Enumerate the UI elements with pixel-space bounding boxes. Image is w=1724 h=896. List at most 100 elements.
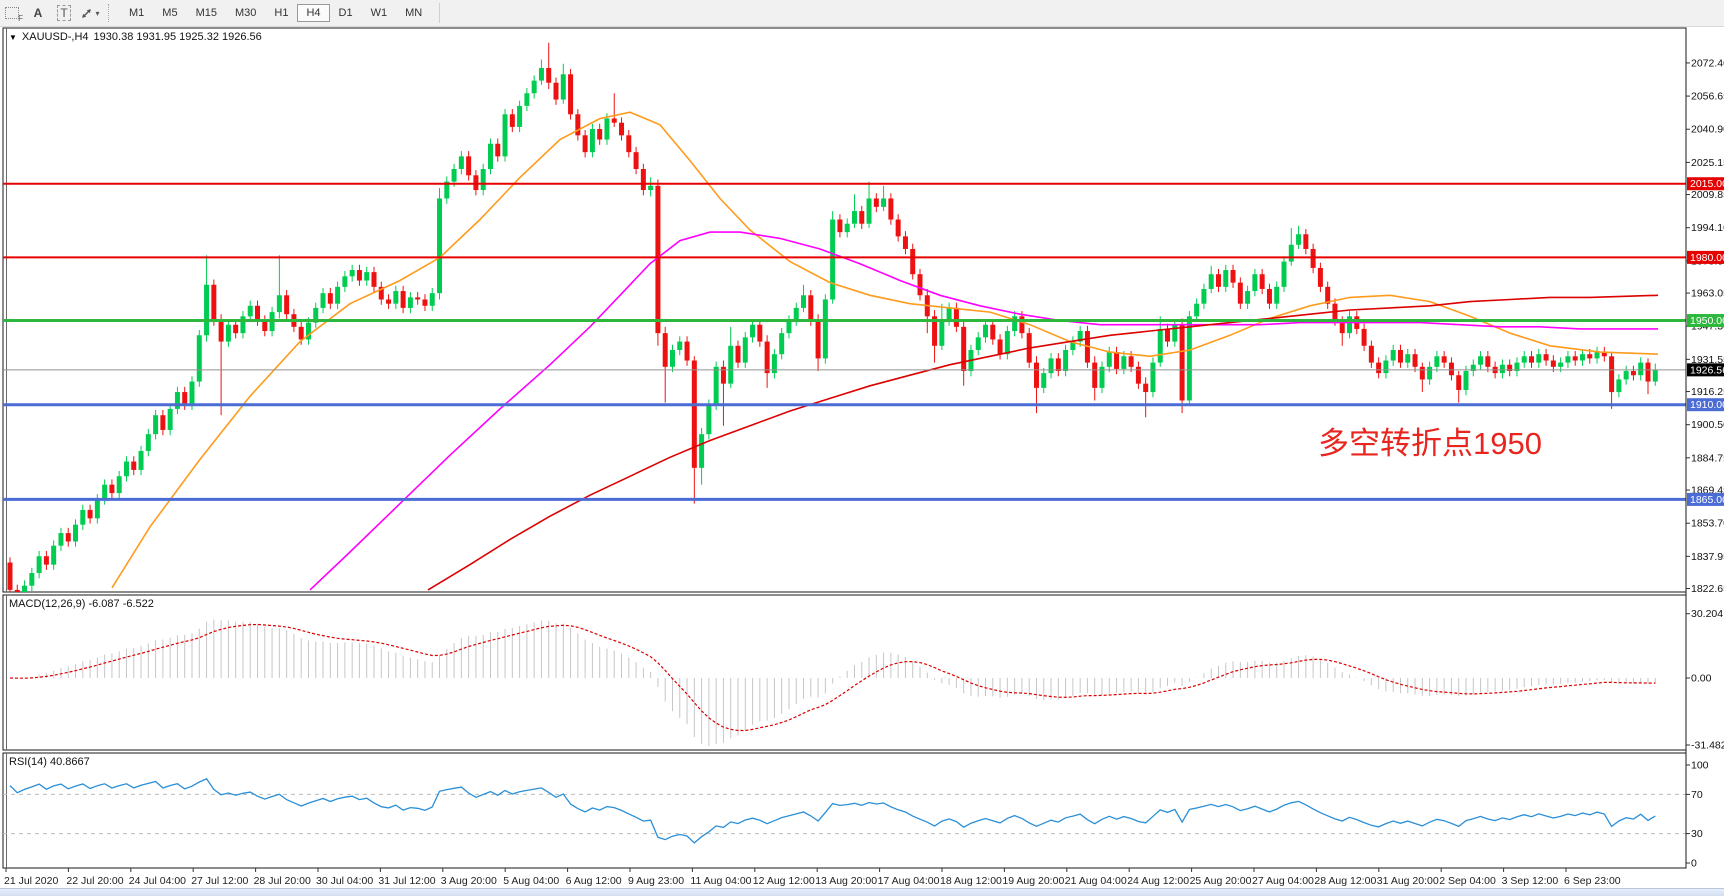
timeframe-button-m1[interactable]: M1 [120,4,153,22]
hline-price-badge [1687,177,1724,191]
text-label-icon[interactable]: A [27,3,49,23]
time-axis-label: 3 Sep 12:00 [1502,875,1559,887]
ma-red [427,294,1659,591]
toolbar-group-divider [439,3,441,23]
timeframe-button-m15[interactable]: M15 [187,4,226,22]
window-bottom-edge [0,888,1724,896]
price-tick-label: 1916.25 [1691,386,1724,398]
diagonal-arrows-icon[interactable]: ▾ [79,3,101,23]
text-label-glyph: A [33,6,43,20]
time-axis-label: 31 Jul 12:00 [378,875,435,887]
rsi-panel[interactable] [2,752,1687,869]
price-tick-label: 1837.95 [1691,551,1724,563]
time-axis-label: 17 Aug 04:00 [878,875,940,887]
time-axis-label: 12 Aug 12:00 [753,875,815,887]
time-axis-label: 19 Aug 20:00 [1002,875,1064,887]
current-price-badge [1687,363,1724,377]
timeframe-button-m5[interactable]: M5 [153,4,186,22]
price-tick-label: 1900.50 [1691,419,1724,431]
time-axis-label: 2 Sep 04:00 [1439,875,1496,887]
timeframe-button-w1[interactable]: W1 [362,4,397,22]
rsi-tick-label: 100 [1691,760,1709,772]
rsi-tick-label: 0 [1691,858,1697,870]
price-tick-label: 2009.85 [1691,189,1724,201]
rsi-indicator-label: RSI(14) 40.8667 [9,756,90,768]
price-tick-label: 1963.05 [1691,288,1724,300]
price-tick-label: 1822.65 [1691,583,1724,595]
price-tick-label: 2025.15 [1691,157,1724,169]
time-axis-label: 6 Aug 12:00 [566,875,622,887]
hline-badge-label: 2015.00 [1690,178,1724,190]
hline-badge-label: 1865.00 [1690,494,1724,506]
price-tick-label: 2072.40 [1691,57,1724,69]
hline-badge-label: 1910.00 [1690,399,1724,411]
time-axis-label: 24 Aug 12:00 [1127,875,1189,887]
timeframe-button-h1[interactable]: H1 [265,4,297,22]
time-axis-label: 27 Jul 12:00 [191,875,248,887]
hline-badge-label: 1980.00 [1690,252,1724,264]
time-axis-label: 27 Aug 04:00 [1252,875,1314,887]
macd-layer [9,619,1656,747]
time-axis-label: 11 Aug 04:00 [690,875,751,887]
time-axis: 21 Jul 2020 22 Jul 20:00 24 Jul 04:00 27 Ju… [4,868,1621,887]
timeframe-button-d1[interactable]: D1 [330,4,362,22]
macd-panel[interactable] [2,594,1687,751]
rsi-axis: 100 70 30 0 [1686,760,1709,870]
text-box-icon[interactable]: T [53,3,75,23]
time-axis-label: 25 Aug 20:00 [1190,875,1252,887]
ma-magenta [309,231,1658,591]
ma-orange [111,111,1659,589]
marquee-f-label: F [18,14,23,23]
chart-symbol-title: XAUUSD-,H4 [21,31,89,43]
time-axis-label: 24 Jul 04:00 [129,875,186,887]
macd-axis: 30.204 0.00 -31.482 [1686,608,1724,751]
macd-tick-label: -31.482 [1691,739,1724,751]
time-axis-label: 3 Aug 20:00 [441,875,497,887]
time-axis-label: 6 Sep 23:00 [1564,875,1621,887]
chart-ohlc-values: 1930.38 1931.95 1925.32 1926.56 [93,31,262,43]
timeframe-button-mn[interactable]: MN [396,4,431,22]
rsi-tick-label: 70 [1691,789,1703,801]
price-tick-label: 2056.65 [1691,91,1724,103]
hline-price-badge [1687,398,1724,412]
time-axis-label: 22 Jul 20:00 [66,875,123,887]
grid-marquee-icon[interactable]: F [1,3,23,23]
timeframe-group: M1 M5 M15 M30 H1 H4 D1 W1 MN [120,4,431,22]
rsi-tick-label: 30 [1691,828,1703,840]
rsi-line [9,777,1656,844]
moving-averages-layer [111,111,1659,591]
time-axis-label: 28 Aug 12:00 [1314,875,1376,887]
macd-indicator-label: MACD(12,26,9) -6.087 -6.522 [9,598,154,610]
hline-price-badge [1687,314,1724,328]
symbol-dropdown-icon[interactable]: ▼ [9,32,17,42]
time-axis-label: 30 Jul 04:00 [316,875,373,887]
macd-tick-label: 30.204 [1691,608,1723,620]
toolbar: F A T ▾ M1 M5 M15 M30 H1 H4 D1 W1 MN [0,0,1724,27]
dropdown-caret-icon[interactable]: ▾ [95,8,100,18]
timeframe-button-m30[interactable]: M30 [226,4,265,22]
marquee-box [5,7,19,19]
time-axis-label: 21 Jul 2020 [4,875,58,887]
price-tick-label: 1931.55 [1691,354,1724,366]
time-axis-label: 31 Aug 20:00 [1377,875,1439,887]
time-axis-label: 9 Aug 23:00 [628,875,684,887]
toolbar-separator [108,4,114,22]
text-box-glyph: T [57,5,71,21]
timeframe-button-h4[interactable]: H4 [297,4,330,22]
time-axis-label: 13 Aug 20:00 [815,875,877,887]
hlines-layer: 2015.00 1980.00 1950.00 1910.00 1865.00 [3,177,1724,506]
time-axis-label: 21 Aug 04:00 [1065,875,1127,887]
hline-price-badge [1687,492,1724,506]
current-price-label: 1926.56 [1690,364,1724,376]
hline-badge-label: 1950.00 [1690,315,1724,327]
price-tick-label: 1994.10 [1691,222,1724,234]
price-tick-label: 2040.90 [1691,124,1724,136]
chart-title-row: ▼ XAUUSD-,H4 1930.38 1931.95 1925.32 192… [9,31,262,43]
chart-annotation-text[interactable]: 多空转折点1950 [1318,426,1542,461]
macd-tick-label: 0.00 [1691,673,1712,685]
price-tick-label: 1884.75 [1691,452,1724,464]
hline-price-badge [1687,250,1724,264]
rsi-layer [3,777,1686,844]
